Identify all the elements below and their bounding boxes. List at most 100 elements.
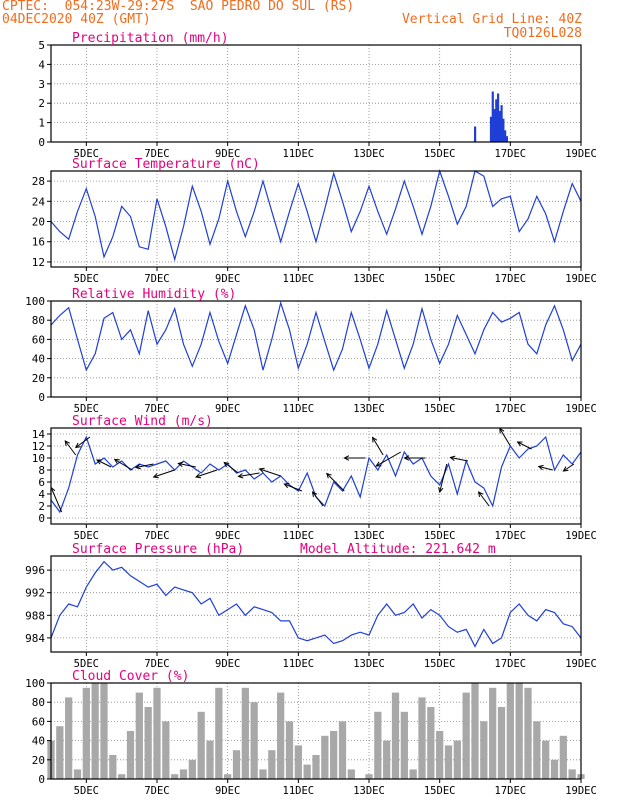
cloud-bar	[294, 745, 302, 779]
cloud-bar	[171, 774, 179, 779]
precip-panel-title: Precipitation (mm/h)	[72, 31, 229, 46]
wind-arrow	[50, 487, 63, 513]
cloud-bar	[391, 692, 400, 779]
x-tick-label: 17DEC	[495, 785, 527, 797]
y-tick-label: 3	[38, 78, 45, 91]
y-tick-label: 12	[32, 440, 45, 453]
wind-arrow	[538, 466, 553, 471]
wind-arrow	[135, 463, 154, 468]
cloud-bar	[277, 692, 285, 779]
precip-bar	[502, 118, 505, 142]
cloud-bar	[144, 707, 152, 779]
wind-arrow	[259, 468, 281, 477]
x-tick-label: 5DEC	[74, 403, 99, 415]
y-tick-label: 996	[25, 564, 45, 577]
wind-arrow	[96, 459, 112, 468]
cloud-bar	[312, 755, 320, 779]
x-tick-label: 19DEC	[565, 785, 597, 797]
wind-arrow-head	[223, 461, 230, 468]
wind-arrow	[563, 463, 575, 472]
x-tick-label: 9DEC	[215, 148, 240, 160]
y-tick-label: 1	[38, 117, 45, 130]
cloud-bar	[109, 755, 117, 779]
cloud-bar	[515, 683, 523, 779]
wind-panel-frame	[50, 427, 582, 525]
y-tick-label: 0	[38, 773, 45, 786]
wind-arrow-head	[96, 459, 103, 465]
y-tick-label: 6	[38, 476, 45, 489]
cloud-bar	[206, 740, 214, 779]
x-tick-label: 7DEC	[144, 148, 169, 160]
wind-arrow-head	[74, 442, 81, 449]
x-tick-label: 13DEC	[353, 658, 385, 670]
x-tick-label: 7DEC	[144, 403, 169, 415]
precip-bar	[496, 93, 500, 142]
cloud-bar	[374, 711, 382, 779]
pres-panel-frame	[50, 555, 582, 653]
y-tick-label: 992	[25, 587, 45, 600]
rh-series-line	[50, 300, 582, 372]
wind-arrow	[114, 459, 133, 471]
cloud-bar	[91, 683, 99, 779]
y-tick-label: 24	[32, 195, 46, 208]
x-tick-label: 9DEC	[215, 785, 240, 797]
y-tick-label: 16	[32, 236, 45, 249]
wind-arrow	[450, 457, 469, 462]
wind-arrow	[499, 428, 511, 447]
wind-arrow-head	[477, 491, 484, 498]
cloud-bar	[197, 711, 205, 779]
y-tick-label: 60	[32, 333, 45, 346]
y-tick-label: 2	[38, 500, 45, 513]
wind-arrow	[195, 469, 218, 478]
cloud-bar	[436, 731, 444, 779]
precip-bar	[495, 99, 498, 142]
cloud-bar	[241, 687, 249, 779]
header-location: CPTEC: 054:23W-29:27S SAO PEDRO DO SUL (…	[2, 0, 355, 14]
cloud-bar	[285, 721, 294, 779]
cloud-bar	[347, 769, 355, 779]
x-tick-label: 19DEC	[565, 273, 597, 285]
y-tick-label: 100	[25, 295, 45, 308]
x-tick-label: 11DEC	[283, 785, 315, 797]
wind-arrow	[439, 463, 448, 493]
wind-arrow-head	[562, 466, 569, 472]
x-tick-label: 15DEC	[424, 785, 456, 797]
x-tick-label: 15DEC	[424, 403, 456, 415]
x-tick-label: 5DEC	[74, 273, 99, 285]
x-tick-label: 17DEC	[495, 273, 527, 285]
x-tick-label: 17DEC	[495, 530, 527, 542]
cloud-bar	[559, 735, 567, 779]
y-tick-label: 100	[25, 677, 45, 690]
wind-arrow-head	[152, 473, 159, 479]
header-run-time: 04DEC2020 40Z (GMT)	[2, 12, 151, 27]
cloud-bar	[471, 683, 479, 779]
y-tick-label: 4	[38, 58, 45, 71]
wind-arrow	[517, 441, 532, 450]
wind-series-line	[50, 435, 582, 514]
y-tick-label: 984	[25, 632, 45, 645]
temp-panel-title: Surface Temperature (nC)	[72, 157, 260, 172]
y-tick-label: 12	[32, 256, 45, 269]
y-tick-label: 60	[32, 715, 45, 728]
cloud-bar	[100, 683, 108, 779]
y-tick-label: 40	[32, 735, 45, 748]
x-tick-label: 13DEC	[353, 403, 385, 415]
cloud-bar	[409, 769, 417, 779]
x-tick-label: 13DEC	[353, 785, 385, 797]
wind-arrow	[326, 473, 345, 492]
wind-arrow	[376, 451, 402, 467]
x-tick-label: 9DEC	[215, 403, 240, 415]
cloud-bar	[524, 687, 532, 779]
cloud-bar	[330, 731, 338, 779]
cloud-bar	[162, 721, 170, 779]
wind-arrow-head	[438, 487, 444, 494]
cloud-bar	[497, 707, 506, 779]
wind-arrow	[372, 437, 384, 456]
cloud-bar	[224, 774, 232, 779]
header-model-id: TQ0126L028	[503, 26, 582, 41]
x-tick-label: 7DEC	[144, 658, 169, 670]
wind-arrow	[284, 483, 303, 492]
y-tick-label: 5	[38, 39, 45, 52]
y-tick-label: 80	[32, 696, 45, 709]
